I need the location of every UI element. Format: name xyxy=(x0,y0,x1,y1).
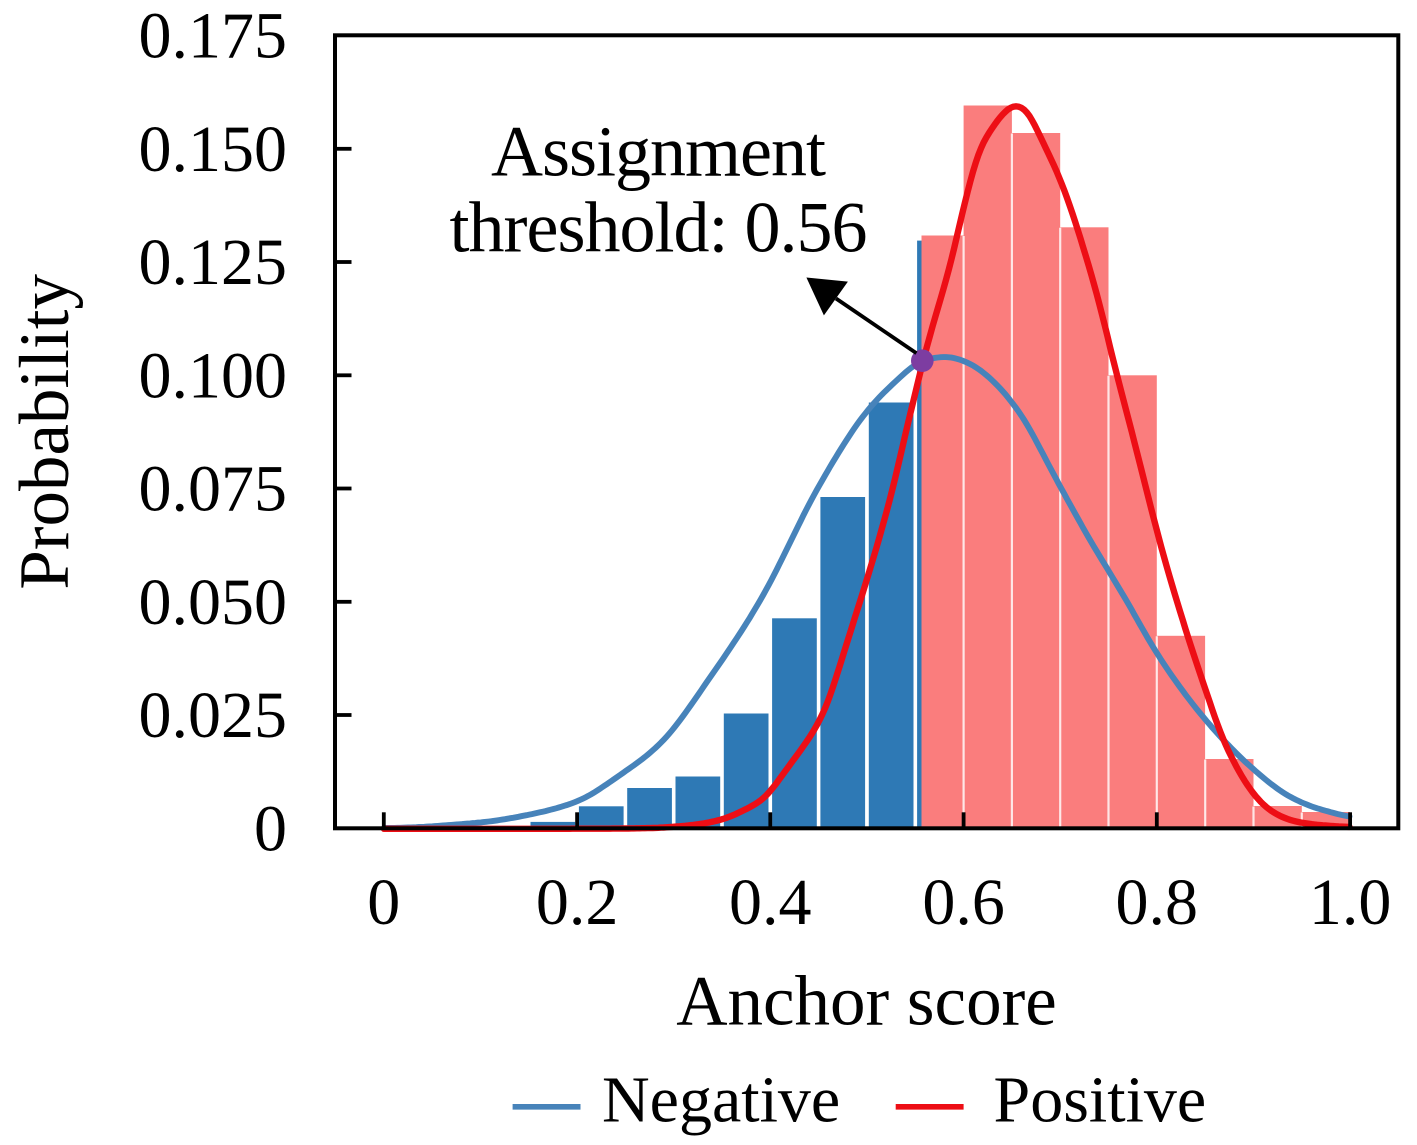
svg-text:Probability: Probability xyxy=(6,274,84,590)
svg-text:Assignment: Assignment xyxy=(491,112,826,192)
svg-text:0.050: 0.050 xyxy=(139,566,288,639)
svg-text:threshold: 0.56: threshold: 0.56 xyxy=(450,188,867,268)
svg-text:1.0: 1.0 xyxy=(1309,866,1392,939)
svg-text:0.075: 0.075 xyxy=(139,453,288,526)
svg-text:0.175: 0.175 xyxy=(139,0,288,73)
svg-text:0.4: 0.4 xyxy=(729,866,812,939)
svg-text:Negative: Negative xyxy=(602,1064,840,1137)
svg-text:0.6: 0.6 xyxy=(922,866,1005,939)
svg-text:0.100: 0.100 xyxy=(139,339,288,412)
svg-text:Positive: Positive xyxy=(994,1064,1207,1137)
svg-text:0.125: 0.125 xyxy=(139,226,288,299)
svg-text:0: 0 xyxy=(367,866,400,939)
svg-text:0.025: 0.025 xyxy=(139,679,288,752)
svg-text:0.150: 0.150 xyxy=(139,113,288,186)
svg-text:0.2: 0.2 xyxy=(536,866,619,939)
svg-text:0: 0 xyxy=(254,792,287,865)
svg-text:Anchor score: Anchor score xyxy=(676,962,1056,1040)
svg-text:0.8: 0.8 xyxy=(1116,866,1199,939)
